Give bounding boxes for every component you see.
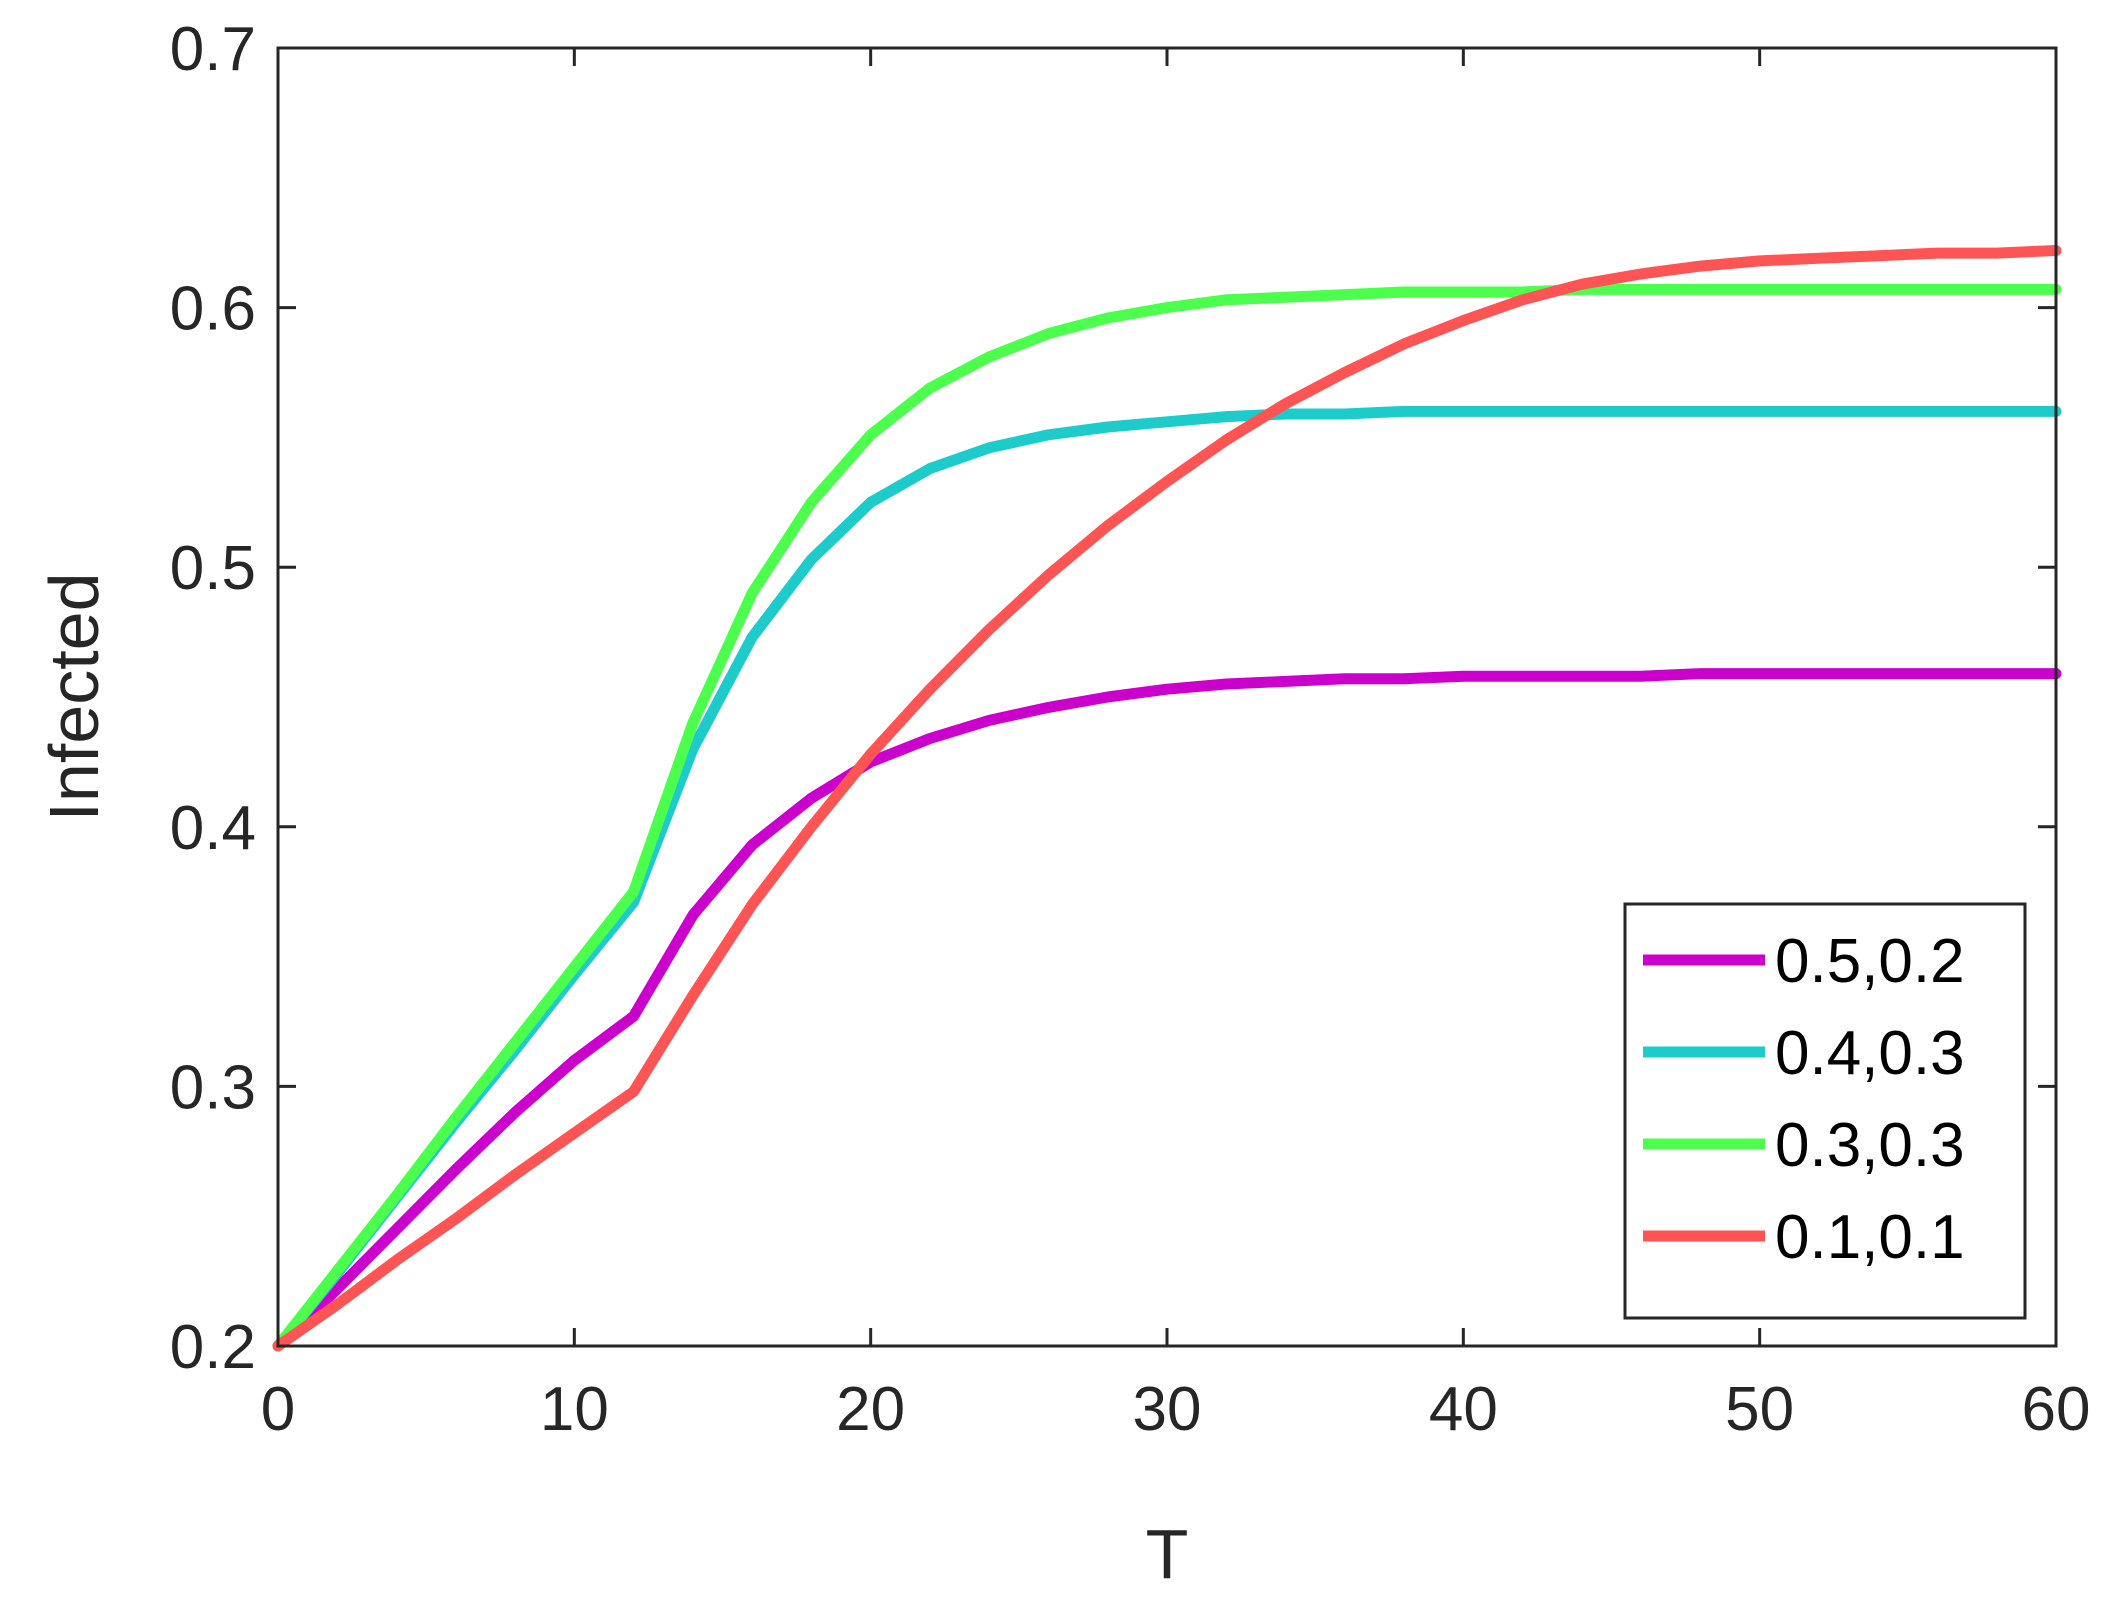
legend-label-3: 0.1,0.1 [1775,1203,1965,1272]
ticks-layer: 0 10 20 30 40 50 60 0.2 0.3 0.4 0.5 0.6 0.7 [170,15,2091,1444]
y-tick-label: 0.3 [170,1053,256,1122]
x-tick-label: 50 [1725,1375,1794,1444]
legend-label-2: 0.3,0.3 [1775,1111,1965,1180]
x-tick-label: 40 [1429,1375,1498,1444]
x-axis-label: T [1146,1515,1189,1593]
legend-label-1: 0.4,0.3 [1775,1019,1965,1088]
legend-label-0: 0.5,0.2 [1775,927,1965,996]
y-tick-label: 0.2 [170,1313,256,1382]
series-line-0 [272,668,2062,1352]
y-tick-label: 0.4 [170,794,256,863]
y-tick-label: 0.6 [170,275,256,344]
x-tick-label: 30 [1133,1375,1202,1444]
legend-box [1623,902,2027,1320]
x-tick-label: 10 [540,1375,609,1444]
y-axis-label: Infected [35,572,113,821]
series-layer [272,245,2062,1352]
x-tick-label: 0 [261,1375,295,1444]
series-line-3 [272,245,2062,1352]
y-tick-label: 0.7 [170,15,256,84]
y-tick-label: 0.5 [170,534,256,603]
x-tick-label: 60 [2022,1375,2091,1444]
series-line-2 [272,283,2062,1352]
x-tick-label: 20 [836,1375,905,1444]
legend: 0.5,0.2 0.4,0.3 0.3,0.3 0.1,0.1 [1623,902,2027,1320]
